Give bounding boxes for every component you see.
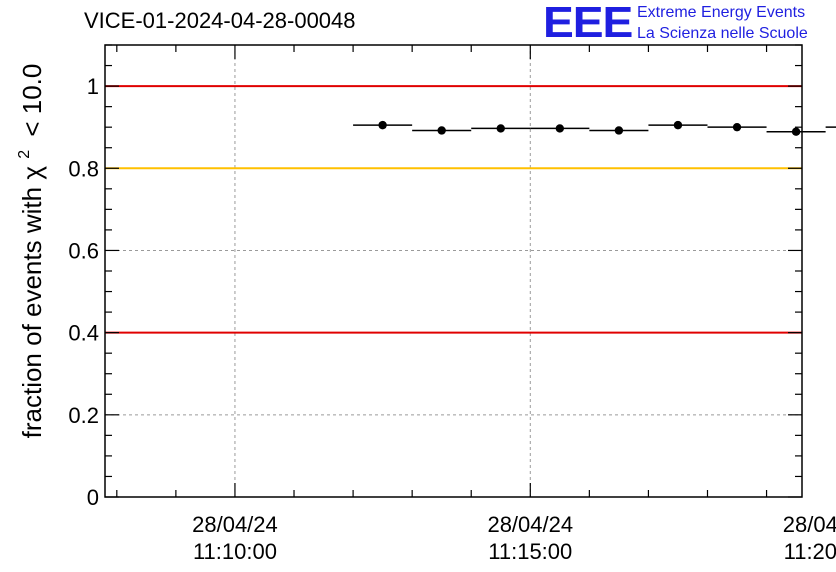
data-layer xyxy=(353,120,836,136)
data-point xyxy=(555,124,565,133)
data-point xyxy=(614,126,624,135)
y-tick-label: 0 xyxy=(87,485,99,510)
x-tick-label-time: 11:20:00 xyxy=(784,539,836,564)
data-point xyxy=(437,126,446,135)
data-point xyxy=(732,122,742,132)
y-tick-label: 0.2 xyxy=(68,403,99,428)
chart-title: VICE-01-2024-04-28-00048 xyxy=(84,8,356,33)
y-axis-label-tail: < 10.0 xyxy=(17,64,47,137)
y-tick-label: 1 xyxy=(87,74,99,99)
data-point xyxy=(378,120,387,130)
data-point xyxy=(673,120,683,130)
y-axis-label-text: fraction of events with xyxy=(17,187,47,438)
plot-frame xyxy=(104,44,803,498)
logo-line-1: Extreme Energy Events xyxy=(637,4,806,21)
data-point xyxy=(496,124,505,133)
x-tick-label-time: 11:10:00 xyxy=(193,539,277,564)
logo-line-2: La Scienza nelle Scuole xyxy=(637,25,808,42)
x-tick-label-date: 28/04/24 xyxy=(783,512,836,537)
y-axis-label-sup: 2 xyxy=(16,150,33,159)
y-axis-label: fraction of events with χ 2 < 10.0 xyxy=(5,64,47,439)
y-tick-label: 0.4 xyxy=(68,321,99,346)
y-tick-label: 0.6 xyxy=(68,238,99,263)
y-tick-label: 0.8 xyxy=(68,156,99,181)
x-tick-label-date: 28/04/24 xyxy=(192,512,278,537)
data-point xyxy=(791,127,801,136)
logo-mark: EEE xyxy=(543,0,633,47)
grid-layer xyxy=(105,45,802,497)
tick-layer xyxy=(105,44,802,498)
x-tick-label-time: 11:15:00 xyxy=(488,539,572,564)
label-layer: 00.20.40.60.8128/04/2411:10:0028/04/2411… xyxy=(68,74,836,564)
x-tick-label-date: 28/04/24 xyxy=(487,512,573,537)
reference-lines xyxy=(105,85,802,334)
y-axis-label-chi: χ xyxy=(17,166,47,180)
